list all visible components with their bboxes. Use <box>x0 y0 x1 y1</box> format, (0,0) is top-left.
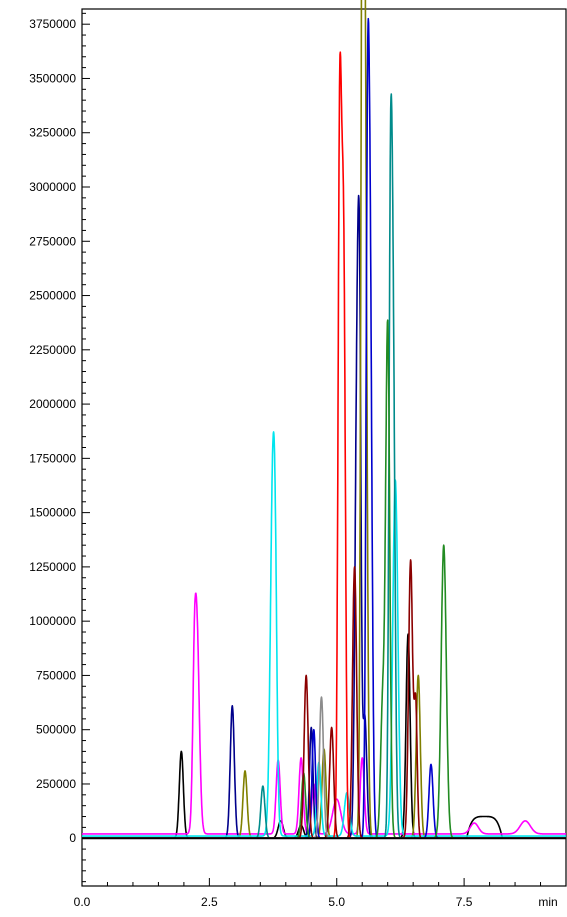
chromatogram-traces <box>81 0 567 840</box>
y-tick-label: 2000000 <box>29 397 76 411</box>
trace-7 <box>81 17 567 840</box>
y-tick-label: 0 <box>69 831 76 845</box>
x-tick-label: 0.0 <box>74 895 91 909</box>
x-tick-label: 7.5 <box>456 895 473 909</box>
y-tick-label: 750000 <box>36 668 76 682</box>
y-tick-label: 250000 <box>36 777 76 791</box>
y-tick-label: 2750000 <box>29 234 76 248</box>
y-tick-label: 1000000 <box>29 614 76 628</box>
trace-6 <box>81 51 567 840</box>
y-tick-label: 3750000 <box>29 17 76 31</box>
trace-2 <box>81 194 567 840</box>
trace-0 <box>81 633 567 840</box>
y-tick-label: 1500000 <box>29 506 76 520</box>
y-tick-label: 1250000 <box>29 560 76 574</box>
x-tick-label: 5.0 <box>328 895 345 909</box>
y-tick-label: 2250000 <box>29 343 76 357</box>
y-tick-label: 3500000 <box>29 71 76 85</box>
x-axis: 0.0 2.5 5.0 7.5 <box>74 878 542 909</box>
y-tick-label: 3000000 <box>29 180 76 194</box>
y-tick-label: 1750000 <box>29 451 76 465</box>
y-tick-label: 3250000 <box>29 126 76 140</box>
y-tick-label: 2500000 <box>29 289 76 303</box>
trace-5 <box>81 93 567 840</box>
trace-4 <box>81 431 567 837</box>
x-unit-label: min <box>538 895 557 909</box>
y-tick-label: 500000 <box>36 723 76 737</box>
trace-3 <box>81 0 567 840</box>
y-axis: 3750000 3500000 3250000 3000000 2750000 25000… <box>29 12 90 883</box>
x-tick-label: 2.5 <box>201 895 218 909</box>
